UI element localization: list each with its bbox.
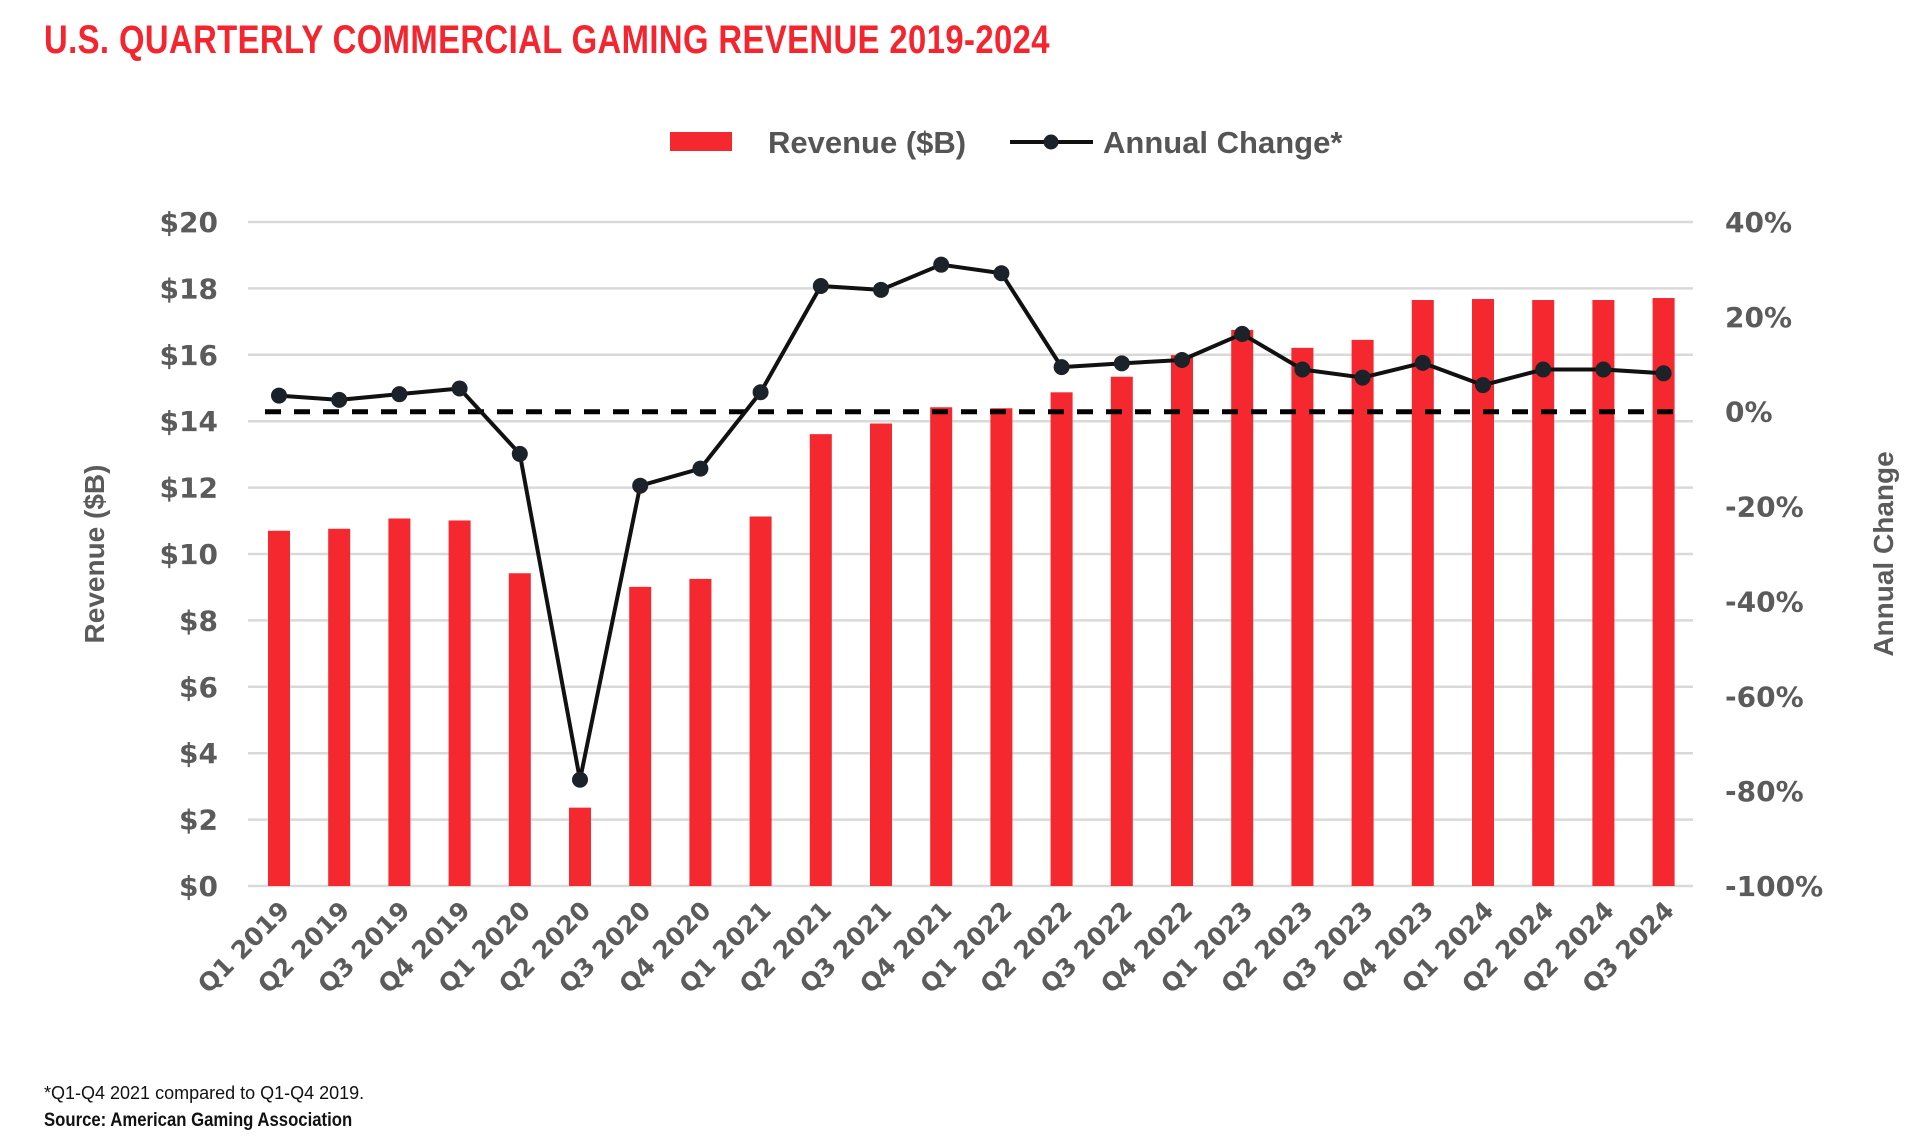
bar-revenue — [870, 423, 892, 886]
y-tick-left: $8 — [179, 604, 218, 637]
legend-label-revenue: Revenue ($B) — [768, 125, 966, 160]
bar-revenue — [990, 408, 1013, 886]
y-tick-left: $12 — [160, 472, 218, 505]
bar-revenue — [448, 520, 471, 886]
y-tick-right: -20% — [1725, 491, 1804, 524]
revenue-bars — [268, 298, 1675, 887]
y-tick-right: -40% — [1725, 585, 1804, 618]
y-tick-left: $4 — [179, 737, 218, 770]
point-annual-change — [391, 386, 408, 403]
y-tick-right: 40% — [1725, 206, 1792, 239]
bar-revenue — [388, 518, 411, 886]
point-annual-change — [1053, 359, 1070, 376]
y-tick-left: $10 — [160, 538, 218, 571]
point-annual-change — [1113, 355, 1130, 372]
point-annual-change — [933, 256, 950, 273]
point-annual-change — [1354, 369, 1371, 386]
point-annual-change — [1414, 354, 1431, 371]
y-tick-left: $16 — [160, 339, 218, 372]
bar-revenue — [749, 516, 772, 886]
y-tick-left: $20 — [160, 206, 218, 239]
point-annual-change — [632, 477, 649, 494]
bar-revenue — [1592, 300, 1615, 886]
bar-revenue — [508, 573, 531, 886]
line-annual-change — [278, 262, 1664, 782]
point-annual-change — [572, 771, 588, 788]
point-annual-change — [1475, 377, 1491, 394]
point-annual-change — [271, 387, 287, 404]
bar-revenue — [569, 807, 591, 886]
y-axis-right: -100% -80% -60% -40% -20% 0% 20% 40% — [1725, 206, 1823, 903]
legend-label-annual-change: Annual Change* — [1103, 125, 1343, 160]
bar-revenue — [1110, 376, 1133, 886]
y-tick-right: -60% — [1725, 680, 1804, 713]
point-annual-change — [1655, 365, 1672, 382]
point-annual-change — [873, 281, 889, 298]
y-tick-left: $2 — [179, 804, 218, 837]
bar-revenue — [689, 578, 712, 886]
point-annual-change — [1595, 361, 1612, 378]
point-annual-change — [752, 384, 769, 401]
footnote: *Q1-Q4 2021 compared to Q1-Q4 2019. — [44, 1083, 365, 1103]
point-annual-change — [1294, 361, 1311, 378]
point-annual-change — [1234, 325, 1251, 342]
y-axis-right-title: Annual Change — [1868, 451, 1899, 656]
y-axis-left-title: Revenue ($B) — [79, 465, 110, 644]
legend: Revenue ($B) Annual Change* — [670, 125, 1343, 160]
point-annual-change — [511, 445, 528, 462]
y-tick-left: $6 — [179, 671, 218, 704]
bar-revenue — [1351, 339, 1374, 886]
point-annual-change — [692, 460, 709, 477]
annual-change-series — [271, 256, 1672, 788]
bar-revenue — [1291, 347, 1314, 886]
bar-revenue — [1411, 300, 1434, 886]
point-annual-change — [451, 380, 468, 397]
bar-revenue — [930, 407, 953, 886]
y-tick-left: $14 — [160, 405, 218, 438]
bar-revenue — [1171, 355, 1193, 887]
y-tick-left: $18 — [160, 272, 218, 305]
chart-svg: Revenue ($B) Annual Change* $0 $2 $4 $6 $8 $1… — [79, 125, 1899, 999]
bar-revenue — [1532, 300, 1555, 886]
y-tick-right: -100% — [1725, 870, 1823, 903]
point-annual-change — [1535, 361, 1552, 378]
bar-revenue — [629, 586, 652, 886]
bar-revenue — [1472, 299, 1494, 886]
point-annual-change — [812, 278, 829, 295]
source-note: Source: American Gaming Association — [44, 1110, 353, 1131]
y-tick-right: -80% — [1725, 775, 1804, 808]
y-tick-right: 0% — [1725, 396, 1773, 429]
legend-marker-annual-change — [1043, 134, 1059, 150]
chart-title: U.S. QUARTERLY COMMERCIAL GAMING REVENUE… — [44, 18, 1050, 62]
bar-revenue — [1050, 392, 1073, 886]
point-annual-change — [993, 265, 1010, 282]
y-tick-right: 20% — [1725, 301, 1792, 334]
legend-swatch-revenue — [670, 132, 732, 151]
point-annual-change — [1174, 352, 1190, 369]
bar-revenue — [1231, 329, 1254, 886]
point-annual-change — [331, 391, 348, 408]
y-tick-left: $0 — [179, 870, 218, 903]
bar-revenue — [1652, 298, 1675, 886]
y-axis-left: $0 $2 $4 $6 $8 $10 $12 $14 $16 $18 $20 — [160, 206, 218, 903]
bar-revenue — [268, 530, 290, 886]
bar-revenue — [328, 528, 351, 886]
bar-revenue — [809, 434, 832, 886]
